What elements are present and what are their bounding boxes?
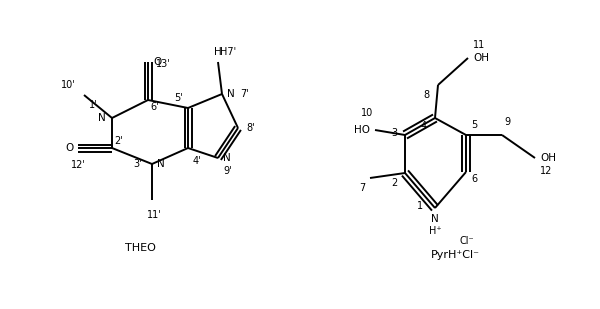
Text: 4: 4 — [421, 121, 427, 131]
Text: 3: 3 — [391, 128, 397, 138]
Text: 10': 10' — [61, 80, 76, 90]
Text: THEO: THEO — [125, 243, 155, 253]
Text: 13': 13' — [156, 59, 171, 69]
Text: 5': 5' — [174, 93, 183, 103]
Text: 11: 11 — [473, 40, 485, 50]
Text: 10: 10 — [361, 108, 373, 118]
Text: 6: 6 — [471, 174, 477, 184]
Text: 12: 12 — [540, 166, 553, 176]
Text: OH: OH — [473, 53, 489, 63]
Text: H: H — [214, 47, 222, 57]
Text: O: O — [153, 57, 161, 67]
Text: 2: 2 — [391, 178, 397, 188]
Text: 11': 11' — [146, 210, 161, 220]
Text: 1': 1' — [89, 100, 98, 110]
Text: 6': 6' — [150, 102, 158, 112]
Text: PyrH⁺Cl⁻: PyrH⁺Cl⁻ — [431, 250, 479, 260]
Text: 2': 2' — [114, 136, 123, 146]
Text: 8': 8' — [246, 123, 254, 133]
Text: N: N — [223, 153, 231, 163]
Text: HO: HO — [354, 125, 370, 135]
Text: N: N — [431, 214, 439, 224]
Text: H7': H7' — [220, 47, 236, 57]
Text: 5: 5 — [471, 120, 477, 130]
Text: 3': 3' — [133, 159, 142, 169]
Text: 4': 4' — [193, 156, 202, 166]
Text: 12': 12' — [71, 160, 85, 170]
Text: N: N — [227, 89, 235, 99]
Text: OH: OH — [540, 153, 556, 163]
Text: 1: 1 — [417, 201, 423, 211]
Text: 7': 7' — [240, 89, 249, 99]
Text: 9: 9 — [504, 117, 510, 127]
Text: 8: 8 — [424, 90, 430, 100]
Text: N: N — [157, 159, 165, 169]
Text: H⁺: H⁺ — [428, 226, 442, 236]
Text: N: N — [98, 113, 106, 123]
Text: 9': 9' — [223, 166, 232, 176]
Text: O: O — [66, 143, 74, 153]
Text: 7: 7 — [359, 183, 365, 193]
Text: Cl⁻: Cl⁻ — [460, 236, 475, 246]
